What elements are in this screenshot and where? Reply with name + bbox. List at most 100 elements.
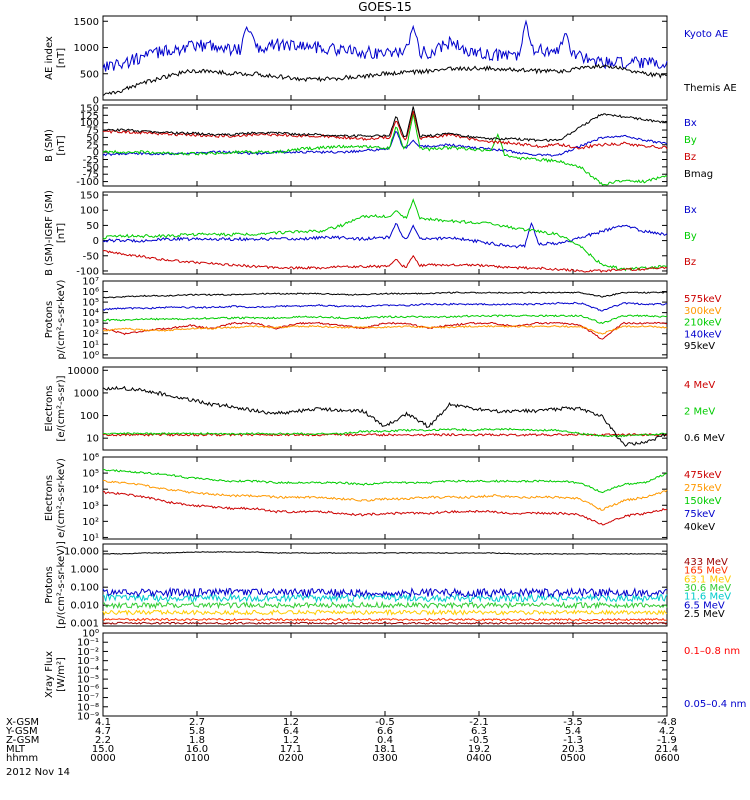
y-axis-label: Protons: [44, 566, 55, 603]
y-tick-label: 10000: [67, 366, 99, 377]
series-line-210keV: [102, 314, 668, 325]
series-line-2-MeV: [102, 427, 668, 438]
ephem-value: 0100: [184, 753, 209, 764]
y-tick-label: -25: [83, 155, 99, 166]
y-tick-label: 50: [86, 221, 99, 232]
y-tick-label: 10⁻²: [77, 647, 99, 658]
y-tick-label: 10¹: [82, 533, 99, 544]
ephem-row-label: MLT: [6, 744, 26, 755]
legend-entry: 6.5 MeV: [684, 600, 725, 611]
series-line-Bz: [102, 249, 668, 273]
legend-entry: Kyoto AE: [684, 29, 728, 40]
y-tick-label: 75: [86, 126, 99, 137]
ephem-value: 6.6: [377, 726, 393, 737]
ephem-value: 0500: [560, 753, 585, 764]
panel-frame: [102, 104, 668, 187]
ephem-value: 18.1: [374, 744, 396, 755]
ephem-value: 0200: [278, 753, 303, 764]
y-tick-label: 1500: [74, 17, 99, 28]
panel-frame: [102, 15, 668, 101]
ephem-value: -2.1: [469, 717, 489, 728]
y-tick-label: 10⁶: [82, 453, 99, 464]
ephem-value: 16.0: [186, 744, 208, 755]
legend-entry: 30.6 MeV: [684, 583, 731, 594]
ephem-value: -0.5: [469, 735, 489, 746]
series-line-4-MeV: [102, 432, 668, 437]
series-line-Themis-AE: [102, 63, 668, 96]
series-line-6.5-MeV: [102, 586, 668, 599]
y-tick-label: 10³: [82, 501, 99, 512]
series-line-By: [102, 113, 668, 186]
ephem-value: 1.2: [283, 735, 299, 746]
ephem-value: 6.4: [283, 726, 299, 737]
y-tick-label: 0: [93, 236, 99, 247]
y-tick-label: 10²: [82, 329, 99, 340]
ephem-value: 1.8: [189, 735, 205, 746]
ephem-row-label: Y-GSM: [5, 726, 38, 737]
ephem-row-label: hhmm: [6, 753, 38, 764]
y-tick-label: 10⁶: [82, 287, 99, 298]
panel-frame: [102, 632, 668, 717]
y-tick-label: 150: [80, 103, 99, 114]
panel-frame: [102, 366, 668, 451]
y-axis-label: AE index: [44, 36, 55, 80]
y-axis-label: B (SM): [44, 129, 55, 162]
series-line-11.6-MeV: [102, 592, 668, 604]
y-tick-label: 50: [86, 133, 99, 144]
y-tick-label: 0.010: [70, 601, 99, 612]
y-tick-label: 10⁻⁹: [77, 712, 99, 723]
y-tick-label: 100: [80, 118, 99, 129]
ephem-row-label: Z-GSM: [6, 735, 39, 746]
legend-entry: 0.05–0.4 nm: [684, 699, 746, 710]
ephem-value: 0000: [90, 753, 115, 764]
y-tick-label: 1000: [74, 388, 99, 399]
series-line-575keV: [102, 321, 668, 340]
series-line-475keV: [102, 490, 668, 526]
ephem-value: 5.8: [189, 726, 205, 737]
legend-entry: Bz: [684, 257, 696, 268]
panel-electrons_kev: 10⁶ 10⁵ 10⁴ 10³ 10² 10¹ Electrons e/(cm²-s-sr-k…: [44, 453, 722, 544]
y-tick-label: 25: [86, 140, 99, 151]
legend-entry: 75keV: [684, 509, 715, 520]
series-line-275keV: [102, 479, 668, 511]
panel-protons_mev: 10.000 1.000 0.100 0.010 0.001 Protons [p/(cm²…: [44, 541, 731, 630]
y-axis-label: B (SM)-IGRF (SM): [44, 190, 55, 276]
ephem-value: 2.7: [189, 717, 205, 728]
y-tick-label: 10¹: [82, 340, 99, 351]
ephem-value: 20.3: [562, 744, 584, 755]
y-axis-label: [p/(cm²-s-sr-keV)]: [56, 541, 67, 629]
y-tick-label: 0.001: [70, 619, 99, 630]
ephem-value: 15.0: [92, 744, 114, 755]
y-tick-label: 10⁰: [82, 629, 99, 640]
date-label: 2012 Nov 14: [6, 767, 70, 778]
panel-ae: 1500 1000 500 0 AE index [nT] Kyoto AE Themis A…: [44, 15, 737, 107]
y-tick-label: 10⁻⁶: [77, 684, 99, 695]
y-tick-label: 150: [80, 191, 99, 202]
y-tick-label: 10⁷: [82, 277, 99, 288]
y-tick-label: 10⁴: [82, 485, 99, 496]
legend-entry: 575keV: [684, 294, 722, 305]
legend-entry: 433 MeV: [684, 557, 728, 568]
y-tick-label: 10³: [82, 319, 99, 330]
legend-entry: 475keV: [684, 470, 722, 481]
series-line-0.6-MeV: [102, 385, 667, 447]
ephem-value: 0300: [372, 753, 397, 764]
ephem-value: -1.3: [563, 735, 583, 746]
y-tick-label: 10⁻¹: [77, 638, 99, 649]
legend-entry: 0.1–0.8 nm: [684, 646, 740, 657]
y-tick-label: 10⁵: [82, 298, 99, 309]
legend-entry: Bx: [684, 205, 697, 216]
y-axis-label: [nT]: [56, 223, 67, 243]
y-axis-label: Xray Flux: [44, 651, 55, 698]
y-tick-label: 10⁻⁵: [77, 675, 99, 686]
y-tick-label: 0: [93, 148, 99, 159]
y-tick-label: 10²: [82, 517, 99, 528]
ephem-value: -4.8: [657, 717, 677, 728]
legend-entry: 4 MeV: [684, 380, 715, 391]
legend-entry: 140keV: [684, 329, 722, 340]
legend-entry: By: [684, 231, 697, 242]
legend-entry: Bz: [684, 152, 696, 163]
